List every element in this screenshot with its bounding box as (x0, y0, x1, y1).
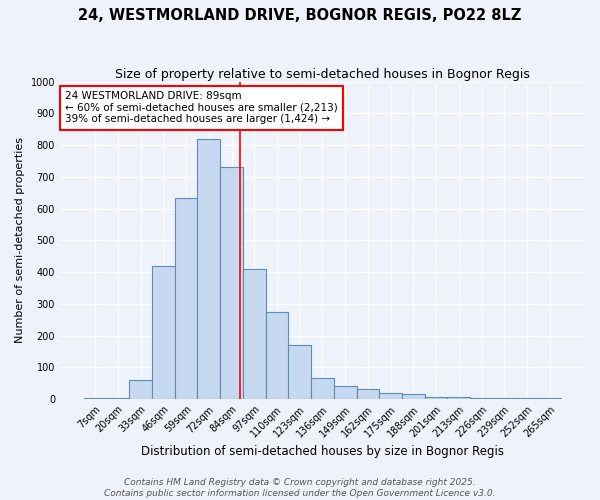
Bar (311, 378, 334, 399)
Bar (266, 312, 289, 399)
Bar (493, 398, 515, 399)
Bar (515, 398, 538, 399)
Bar (379, 392, 402, 399)
X-axis label: Distribution of semi-detached houses by size in Bognor Regis: Distribution of semi-detached houses by … (141, 444, 504, 458)
Bar (448, 398, 470, 399)
Bar (334, 386, 356, 399)
Bar (152, 266, 175, 399)
Bar (107, 398, 129, 399)
Bar (220, 168, 243, 399)
Text: Contains HM Land Registry data © Crown copyright and database right 2025.
Contai: Contains HM Land Registry data © Crown c… (104, 478, 496, 498)
Bar (425, 396, 448, 399)
Bar (289, 345, 311, 399)
Text: 24, WESTMORLAND DRIVE, BOGNOR REGIS, PO22 8LZ: 24, WESTMORLAND DRIVE, BOGNOR REGIS, PO2… (79, 8, 521, 22)
Bar (470, 398, 493, 399)
Title: Size of property relative to semi-detached houses in Bognor Regis: Size of property relative to semi-detach… (115, 68, 530, 80)
Bar (356, 388, 379, 399)
Bar (538, 398, 561, 399)
Bar (243, 269, 266, 399)
Bar (197, 139, 220, 399)
Bar (402, 394, 425, 399)
Text: 24 WESTMORLAND DRIVE: 89sqm
← 60% of semi-detached houses are smaller (2,213)
39: 24 WESTMORLAND DRIVE: 89sqm ← 60% of sem… (65, 91, 338, 124)
Y-axis label: Number of semi-detached properties: Number of semi-detached properties (15, 138, 25, 344)
Bar (84, 398, 107, 399)
Bar (129, 380, 152, 399)
Bar (175, 198, 197, 399)
